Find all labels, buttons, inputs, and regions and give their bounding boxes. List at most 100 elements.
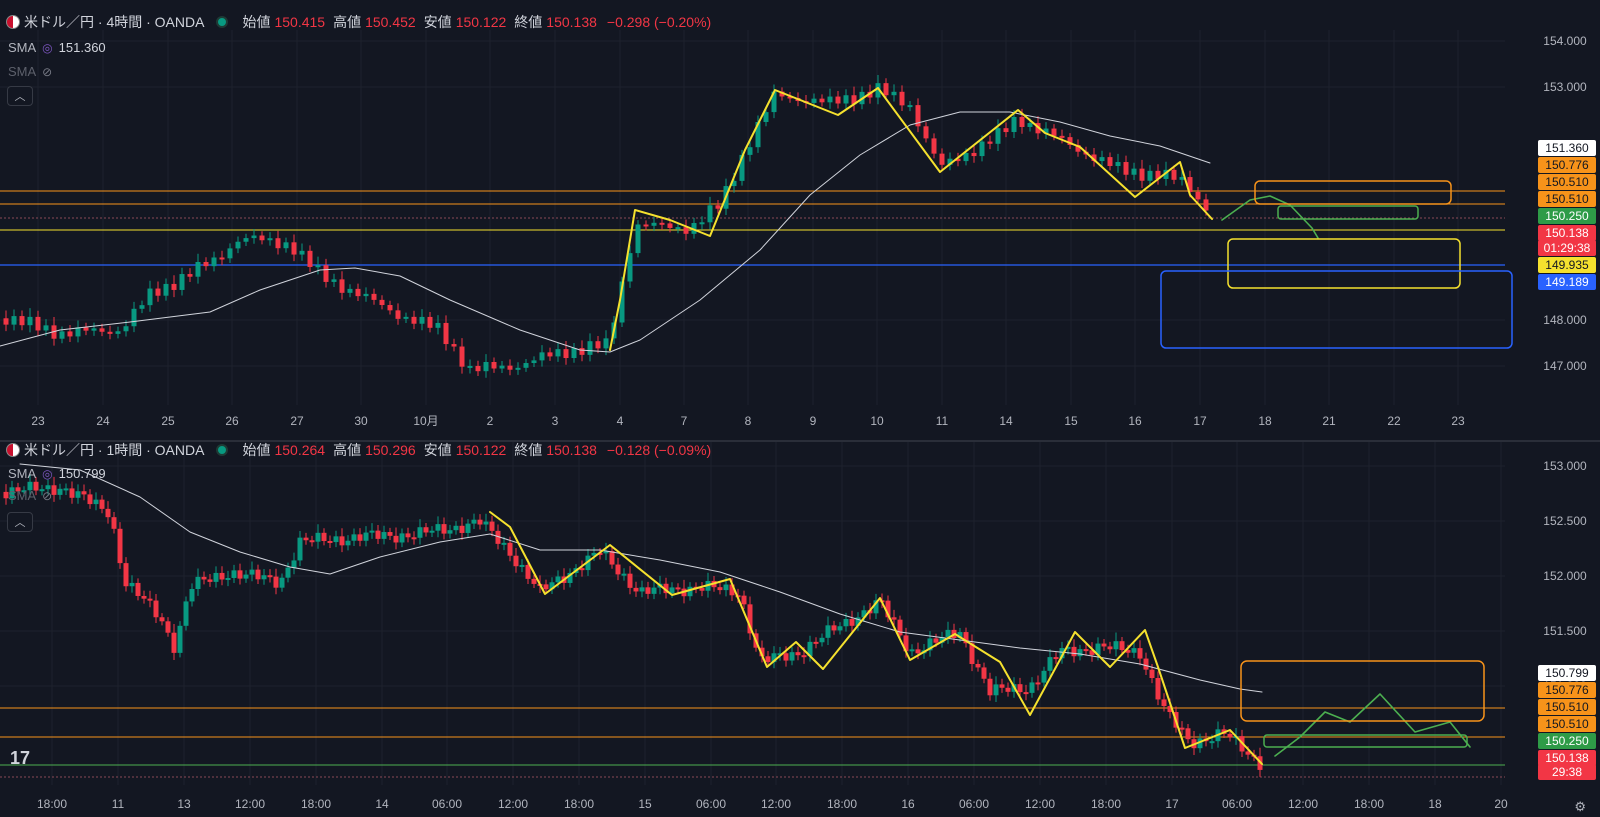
price-4h-candle xyxy=(275,238,281,249)
price-1h-candle xyxy=(261,575,267,580)
price-1h-candle xyxy=(963,632,969,644)
price-4h-candle xyxy=(19,316,25,326)
market-status-icon[interactable] xyxy=(216,16,229,28)
sma-indicator-legend[interactable]: SMA ◎ 150.799 xyxy=(8,466,106,481)
green-zone-box xyxy=(1263,734,1468,748)
price-4h-candle xyxy=(435,322,441,328)
price-4h-candle xyxy=(147,288,153,306)
change-value: −0.128 (−0.09%) xyxy=(606,442,712,458)
collapse-legend-button[interactable]: ︿ xyxy=(7,86,33,106)
price-4h-candle xyxy=(563,349,569,359)
time-tick: 15 xyxy=(638,797,652,811)
sma-indicator-legend-hidden[interactable]: SMA ⊘ xyxy=(8,488,52,503)
time-tick: 16 xyxy=(1128,414,1142,428)
collapse-legend-button[interactable]: ︿ xyxy=(7,512,33,532)
sma-indicator-legend-hidden[interactable]: SMA ⊘ xyxy=(8,64,52,79)
time-tick: 8 xyxy=(745,414,752,428)
symbol-title[interactable]: 米ドル／円 · 1時間 · OANDA xyxy=(24,442,205,458)
time-tick: 26 xyxy=(225,414,239,428)
price-1h-candle xyxy=(477,519,483,525)
price-1h-candle xyxy=(843,618,849,627)
price-label: 149.935 xyxy=(1538,257,1596,273)
price-4h-candle xyxy=(467,365,473,368)
price-label: 150.510 xyxy=(1538,191,1596,207)
price-label: 29:38 xyxy=(1538,764,1596,780)
eye-hidden-icon[interactable]: ⊘ xyxy=(42,64,53,79)
price-1h-candle xyxy=(447,530,453,534)
price-1h-candle xyxy=(915,649,921,654)
price-4h-candle xyxy=(875,83,881,98)
eye-hidden-icon[interactable]: ⊘ xyxy=(42,488,53,503)
time-tick: 11 xyxy=(936,414,949,428)
time-tick: 14 xyxy=(375,797,389,811)
chart-pane-1h[interactable]: 153.000152.500152.000151.500151.00018:00… xyxy=(0,442,1600,817)
price-4h-candle xyxy=(1147,170,1153,181)
price-4h-candle xyxy=(395,310,401,319)
price-4h-candle xyxy=(651,222,657,226)
price-4h-candle xyxy=(771,91,777,113)
price-1h-candle xyxy=(195,576,201,590)
price-4h-candle xyxy=(91,328,97,331)
price-1h-candle xyxy=(213,572,219,582)
time-tick: 10 xyxy=(870,414,884,428)
price-4h-candle xyxy=(371,293,377,300)
price-4h-candle xyxy=(1051,128,1057,136)
price-1h-candle xyxy=(861,610,867,618)
price-4h-candle xyxy=(67,331,73,337)
price-4h-candle xyxy=(675,227,681,230)
price-4h-candle xyxy=(1195,191,1201,200)
price-1h-candle xyxy=(201,576,207,580)
price-1h-candle xyxy=(555,576,561,583)
chart-pane-4h[interactable]: 154.000 153.000 148.000 147.000 23 24 25 26 27 30… xyxy=(0,0,1600,440)
price-4h-candle xyxy=(1099,157,1105,162)
price-4h-candle xyxy=(99,328,105,332)
price-label: 150.776 xyxy=(1538,157,1596,173)
price-label: 150.138 xyxy=(1538,225,1596,241)
gear-icon[interactable]: ⚙ xyxy=(1574,799,1586,814)
price-4h-candle xyxy=(235,241,241,249)
price-4h-candle xyxy=(707,205,713,223)
close-value: 150.138 xyxy=(546,442,597,458)
price-4h-candle xyxy=(35,316,41,331)
price-1h-candle xyxy=(123,563,129,587)
price-4h-candle xyxy=(595,341,601,349)
usd-jpy-flag-icon xyxy=(6,15,20,29)
price-1h-candle xyxy=(849,618,855,626)
price-4h-candle xyxy=(699,222,705,225)
price-4h-candle xyxy=(1131,168,1137,175)
symbol-title[interactable]: 米ドル／円 · 4時間 · OANDA xyxy=(24,14,205,30)
price-4h-candle xyxy=(1163,169,1169,179)
price-1h-candle xyxy=(459,525,465,533)
price-1h-candle xyxy=(21,490,27,493)
price-1h-candle xyxy=(645,587,651,594)
price-4h-candle xyxy=(139,305,145,309)
price-label: 150.776 xyxy=(1538,682,1596,698)
orange-zone-box xyxy=(1240,660,1485,722)
time-tick: 18 xyxy=(1258,414,1272,428)
high-label: 高値 xyxy=(333,442,362,458)
market-status-icon[interactable] xyxy=(216,444,229,456)
usd-jpy-flag-icon xyxy=(6,443,20,457)
price-1h-candle xyxy=(897,619,903,636)
time-tick: 30 xyxy=(354,414,368,428)
yellow-zone-box xyxy=(1227,238,1461,289)
price-1h-candle xyxy=(1077,649,1083,657)
chevron-up-icon: ︿ xyxy=(14,517,26,529)
price-1h-candle xyxy=(579,568,585,571)
tradingview-logo[interactable]: 17 xyxy=(10,748,31,768)
sma-indicator-legend[interactable]: SMA ◎ 151.360 xyxy=(8,40,106,55)
price-4h-candle xyxy=(459,346,465,367)
price-chart-1h[interactable]: 153.000152.500152.000151.500151.00018:00… xyxy=(0,442,1600,817)
time-tick: 3 xyxy=(552,414,559,428)
price-4h-candle xyxy=(515,367,521,370)
open-value: 150.264 xyxy=(274,442,326,458)
price-4h-candle xyxy=(755,122,761,148)
price-1h-candle xyxy=(189,589,195,602)
price-1h-candle xyxy=(1071,646,1077,657)
price-1h-candle xyxy=(789,652,795,661)
price-1h-candle xyxy=(27,481,33,491)
pane-divider[interactable] xyxy=(0,440,1600,442)
price-1h-candle xyxy=(969,643,975,664)
price-1h-candle xyxy=(675,587,681,590)
